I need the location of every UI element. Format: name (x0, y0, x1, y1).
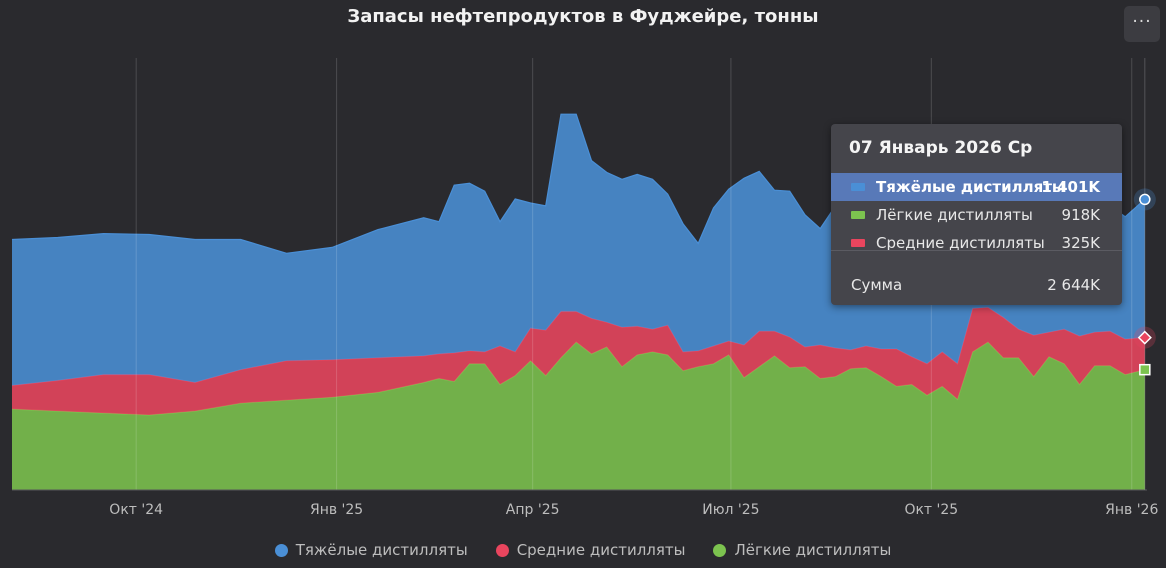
tooltip-series-value: 1 401K (1041, 178, 1100, 196)
tooltip-swatch (851, 183, 865, 191)
more-options-button[interactable]: ··· (1124, 6, 1160, 42)
marker-medium (1137, 330, 1152, 345)
legend-label: Средние дистилляты (516, 541, 686, 559)
marker-light (1139, 363, 1151, 376)
legend-item[interactable]: Тяжёлые дистилляты (274, 541, 468, 559)
tooltip-series-name: Тяжёлые дистилляты (876, 178, 1066, 196)
tooltip-row: Тяжёлые дистилляты 1 401K (831, 173, 1122, 201)
tooltip-swatch (851, 211, 865, 219)
tooltip-series-name: Лёгкие дистилляты (876, 206, 1033, 224)
area-series-3 (12, 114, 1145, 386)
legend-dot-icon (495, 543, 509, 557)
legend-label: Лёгкие дистилляты (734, 541, 892, 559)
tooltip: 07 Январь 2026 Ср Тяжёлые дистилляты 1 40… (831, 124, 1122, 305)
legend-dot-icon (713, 543, 727, 557)
legend-label: Тяжёлые дистилляты (295, 541, 468, 559)
tooltip-date: 07 Январь 2026 Ср (849, 138, 1033, 158)
tooltip-sum-row: Сумма 2 644K (831, 271, 1122, 299)
area-series-1 (12, 342, 1145, 490)
x-tick-label: Апр '25 (506, 502, 560, 518)
tooltip-divider (831, 250, 1122, 251)
tooltip-series-value: 918K (1061, 206, 1100, 224)
x-tick-label: Окт '24 (109, 502, 163, 518)
legend-item[interactable]: Средние дистилляты (495, 541, 686, 559)
legend-dot-icon (274, 543, 288, 557)
more-horizontal-icon: ··· (1132, 12, 1152, 32)
x-tick-label: Янв '26 (1105, 502, 1158, 518)
legend-item[interactable]: Лёгкие дистилляты (713, 541, 891, 559)
x-tick-label: Окт '25 (904, 502, 958, 518)
x-tick-label: Янв '25 (310, 502, 363, 518)
tooltip-sum-value: 2 644K (1047, 276, 1100, 294)
tooltip-swatch (851, 239, 865, 247)
tooltip-row: Средние дистилляты 325K (831, 229, 1122, 257)
area-series-2 (12, 307, 1145, 415)
marker-heavy (1139, 193, 1151, 206)
legend: Тяжёлые дистилляты Средние дистилляты Лёгк… (0, 541, 1166, 559)
tooltip-row: Лёгкие дистилляты 918K (831, 201, 1122, 229)
tooltip-sum-label: Сумма (851, 276, 903, 294)
tooltip-series-name: Средние дистилляты (876, 234, 1045, 252)
x-tick-label: Июл '25 (702, 502, 759, 518)
tooltip-series-value: 325K (1061, 234, 1100, 252)
chart-title: Запасы нефтепродуктов в Фуджейре, тонны (347, 6, 819, 27)
